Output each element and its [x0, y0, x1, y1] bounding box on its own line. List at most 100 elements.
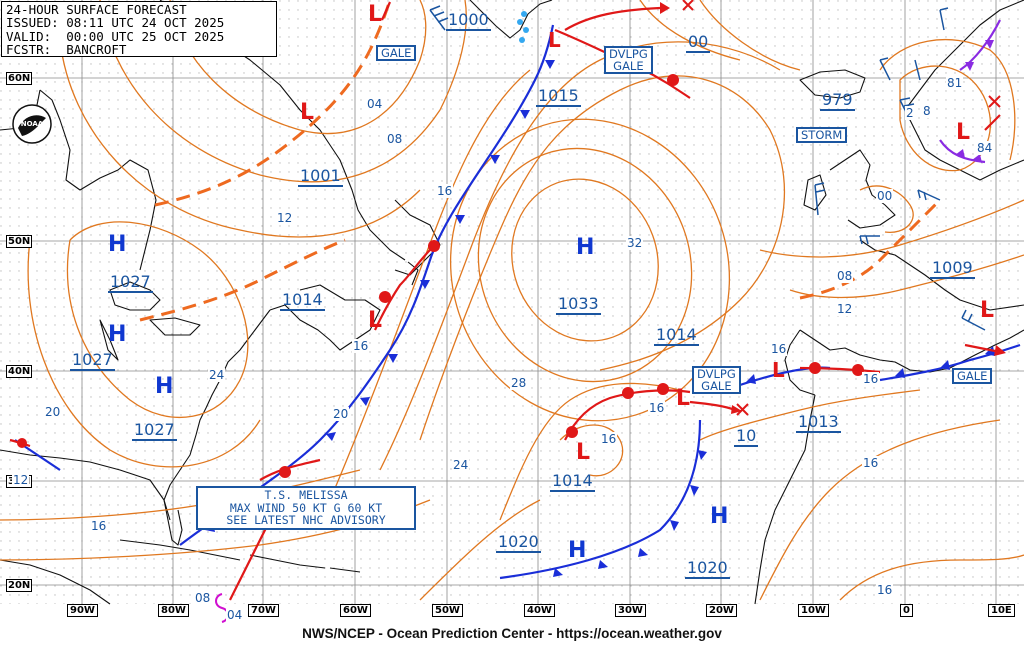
header-title: 24-HOUR SURFACE FORECAST [6, 2, 187, 17]
tropical-storm-wind: MAX WIND 50 KT G 60 KT [229, 500, 383, 515]
lon-label-90w: 90W [67, 604, 98, 617]
forecast-x-marks [682, 0, 1001, 416]
isobar-label-24: 24 [208, 368, 226, 382]
low-center-baffin: L [300, 100, 315, 125]
lon-label-40w: 40W [524, 604, 555, 617]
warning-storm: STORM [796, 127, 848, 143]
isobar-label-12-w: 12 [12, 473, 30, 487]
high-center-us: H [155, 374, 174, 399]
warning-dvlpg-gale-north: DVLPG GALE [604, 46, 653, 74]
high-center-atlantic: H [576, 235, 595, 260]
occluded-barbs [955, 40, 994, 163]
warning-gale-east: GALE [952, 368, 993, 384]
pressure-label-1020-a: 1020 [496, 532, 541, 553]
isobar-label-16-f: 16 [862, 372, 880, 386]
coastlines [0, 0, 1024, 605]
low-center-iberia: L [772, 358, 785, 382]
isobar-label-2: 2 [905, 106, 915, 120]
high-center-canada: H [108, 232, 127, 257]
isobar-label-24-b: 24 [452, 458, 470, 472]
pressure-label-1014-b: 1014 [654, 325, 699, 346]
lon-label-20w: 20W [706, 604, 737, 617]
lat-label-20n: 20N [6, 579, 33, 592]
isobar-label-12-s: 16 [876, 583, 894, 597]
isobar-label-08-e: 08 [836, 269, 854, 283]
isobar-label-28: 28 [510, 376, 528, 390]
tropical-storm-name: T.S. MELISSA [264, 488, 348, 502]
lon-label-50w: 50W [432, 604, 463, 617]
wind-barbs [429, 5, 986, 331]
isobar-label-16-d: 16 [648, 401, 666, 415]
tropical-storm-advisory: T.S. MELISSA MAX WIND 50 KT G 60 KT SEE … [196, 486, 416, 530]
warm-front-bumps [17, 74, 864, 478]
warning-dvlpg-gale-south-line1: DVLPG [697, 367, 736, 381]
tropical-storm-advisory-note: SEE LATEST NHC ADVISORY [226, 513, 386, 527]
isobar-label-12: 12 [276, 211, 294, 225]
isobars [0, 0, 1024, 601]
low-center-south-atlantic: L [576, 440, 591, 465]
low-center-scandinavia: L [956, 120, 971, 145]
ice-marker [517, 11, 529, 43]
isobar-label-16-c: 16 [770, 342, 788, 356]
noaa-logo-text: NOAA [21, 120, 44, 128]
isobar-label-84: 84 [976, 141, 994, 155]
warning-gale-nw: GALE [376, 45, 417, 61]
warning-dvlpg-gale-north-line1: DVLPG [609, 47, 648, 61]
isobar-label-08-s: 08 [194, 591, 212, 605]
pressure-label-1020-b: 1020 [685, 558, 730, 579]
warning-dvlpg-gale-south: DVLPG GALE [692, 366, 741, 394]
high-center-azores: H [710, 504, 729, 529]
storm-track-heads [660, 2, 1006, 414]
forecast-header: 24-HOUR SURFACE FORECAST ISSUED: 08:11 UT… [1, 1, 277, 57]
isobar-label-00: 00 [876, 189, 894, 203]
high-center-south: H [568, 538, 587, 563]
isobar-label-20: 20 [44, 405, 62, 419]
isobar-label-16-h: 16 [90, 519, 108, 533]
isobar-label-16-b: 16 [352, 339, 370, 353]
header-issued: ISSUED: 08:11 UTC 24 OCT 2025 [6, 15, 225, 31]
pressure-label-1013: 1013 [796, 412, 841, 433]
footer-credit: NWS/NCEP - Ocean Prediction Center - htt… [302, 626, 722, 641]
warning-dvlpg-gale-south-line2: GALE [701, 379, 732, 393]
troughs [139, 0, 942, 322]
isobar-label-08: 08 [386, 132, 404, 146]
pressure-label-1001: 1001 [298, 166, 343, 187]
isobar-label-8: 8 [922, 104, 932, 118]
isobar-label-04: 04 [366, 97, 384, 111]
isobar-label-16-e: 16 [600, 432, 618, 446]
surface-forecast-map [0, 0, 1024, 624]
isobar-label-81: 81 [946, 76, 964, 90]
header-forecaster: FCSTR: BANCROFT [6, 42, 127, 58]
pressure-label-1000: 1000 [446, 10, 491, 31]
noaa-logo: NOAA [12, 104, 52, 144]
lat-label-60n: 60N [6, 72, 33, 85]
lat-label-50n: 50N [6, 235, 33, 248]
warning-dvlpg-gale-north-line2: GALE [613, 59, 644, 73]
low-center-greenland: L [548, 28, 561, 52]
lon-label-0: 0 [900, 604, 913, 617]
lon-label-80w: 80W [158, 604, 189, 617]
pressure-label-979: 979 [820, 90, 855, 111]
lon-label-30w: 30W [615, 604, 646, 617]
isobar-label-20-b: 20 [332, 407, 350, 421]
lon-label-10w: 10W [798, 604, 829, 617]
dot-grid [0, 0, 1024, 604]
low-center-mediterranean: L [980, 298, 995, 323]
pressure-label-1014-c: 1014 [550, 471, 595, 492]
pressure-label-1009: 1009 [930, 258, 975, 279]
pressure-label-1027-a: 1027 [108, 272, 153, 293]
header-valid: VALID: 00:00 UTC 25 OCT 2025 [6, 28, 225, 44]
pressure-label-1027-b: 1027 [70, 350, 115, 371]
pressure-label-10: 10 [734, 426, 759, 447]
isobar-label-16-g: 16 [862, 456, 880, 470]
isobar-label-16: 16 [436, 184, 454, 198]
lon-label-10e: 10E [988, 604, 1015, 617]
isobar-label-04-s: 04 [226, 608, 244, 622]
pressure-label-1015: 1015 [536, 86, 581, 107]
pressure-label-1027-c: 1027 [132, 420, 177, 441]
pressure-label-1033: 1033 [556, 294, 601, 315]
high-center-lakes: H [108, 322, 127, 347]
isobar-label-12-e: 12 [836, 302, 854, 316]
lat-label-40n: 40N [6, 365, 33, 378]
pressure-label-1014-a: 1014 [280, 290, 325, 311]
